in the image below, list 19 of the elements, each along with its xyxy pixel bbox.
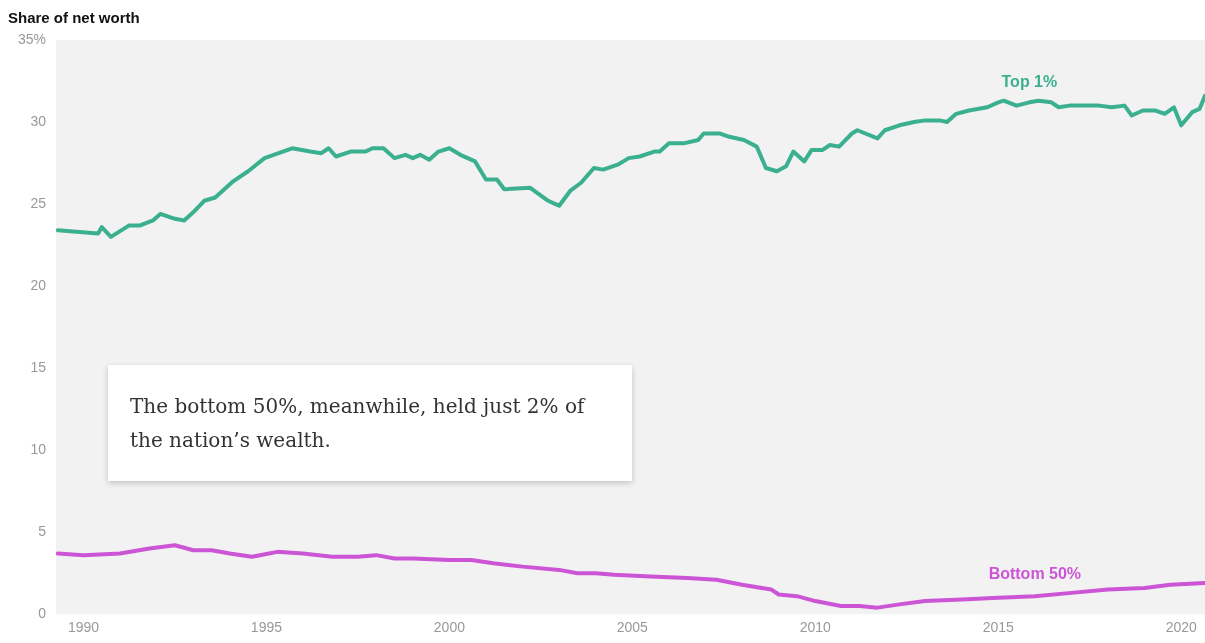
x-tick-label: 2010 [799,619,832,636]
x-tick-label: 2015 [982,619,1015,636]
y-tick-label: 15 [30,358,47,375]
callout-box: The bottom 50%, meanwhile, held just 2% of the nation’s wealth. [108,365,632,481]
y-tick-label: 0 [38,605,47,622]
x-tick-label: 1995 [250,619,283,636]
x-tick-label: 1990 [67,619,100,636]
series-label: Top 1% [1001,73,1058,91]
y-tick-label: 35% [17,30,47,47]
x-tick-label: 2000 [433,619,466,636]
y-tick-label: 20 [30,276,47,293]
x-tick-label: 2005 [616,619,649,636]
series-label: Bottom 50% [988,565,1082,583]
chart-title: Share of net worth [8,9,140,27]
y-tick-label: 30 [30,112,47,129]
x-tick-label: 2020 [1165,619,1197,636]
y-tick-label: 25 [30,194,47,211]
y-tick-label: 5 [38,523,47,540]
y-tick-label: 10 [30,441,47,457]
